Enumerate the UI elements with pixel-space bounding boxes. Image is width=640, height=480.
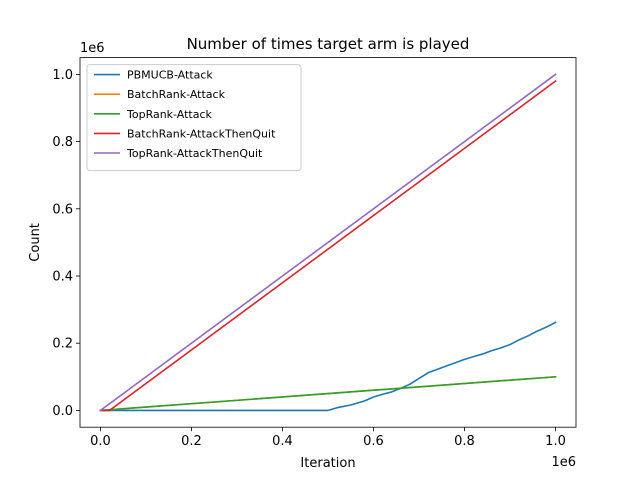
plot-series-group <box>99 73 557 412</box>
x-tick-label: 0.2 <box>181 434 202 449</box>
legend-box <box>86 64 302 172</box>
x-tick-label: 1.0 <box>545 434 566 449</box>
x-tick-label: 0.8 <box>454 434 475 449</box>
x-axis-label: Iteration <box>300 456 355 471</box>
legend-label-4: BatchRank-AttackThenQuit <box>127 127 276 140</box>
plot-frame <box>79 57 577 428</box>
y-axis-ticks: 0.0 0.2 0.4 0.6 0.8 1.0 <box>52 68 80 419</box>
y-axis-label: Count <box>28 223 43 262</box>
x-tick-label: 0.0 <box>90 434 111 449</box>
chart-title: Number of times target arm is played <box>187 35 470 53</box>
y-axis-offset-label: 1e6 <box>80 41 105 56</box>
x-tick-label: 0.6 <box>363 434 384 449</box>
series-line-1 <box>99 321 557 412</box>
series-line-4 <box>99 80 557 412</box>
y-tick-label: 0.8 <box>52 135 73 150</box>
y-tick-label: 0.0 <box>52 404 73 419</box>
legend-label-5: TopRank-AttackThenQuit <box>126 147 263 160</box>
x-axis-ticks: 0.0 0.2 0.4 0.6 0.8 1.0 <box>90 427 566 449</box>
y-tick-label: 0.6 <box>52 202 73 217</box>
legend-label-2: BatchRank-Attack <box>127 88 226 101</box>
y-tick-label: 0.4 <box>52 270 73 285</box>
series-line-3 <box>99 375 557 412</box>
series-line-5 <box>99 73 557 412</box>
x-axis-offset-label: 1e6 <box>551 455 576 470</box>
y-tick-label: 0.2 <box>52 337 73 352</box>
legend: PBMUCB-Attack BatchRank-Attack TopRank-Att… <box>86 64 302 172</box>
legend-label-1: PBMUCB-Attack <box>127 69 213 82</box>
y-tick-label: 1.0 <box>52 68 73 83</box>
legend-label-3: TopRank-Attack <box>126 108 213 121</box>
x-tick-label: 0.4 <box>272 434 293 449</box>
